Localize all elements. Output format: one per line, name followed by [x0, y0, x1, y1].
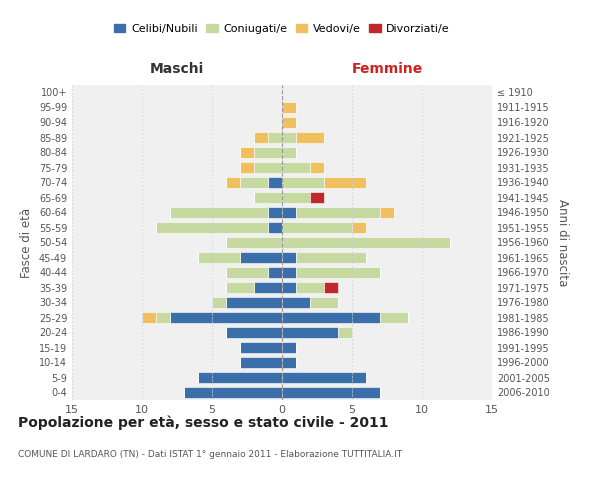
Bar [296, 282, 324, 294]
Bar [282, 296, 310, 308]
Bar [282, 252, 296, 264]
Bar [184, 386, 282, 398]
Bar [254, 282, 282, 294]
Bar [254, 192, 282, 203]
Y-axis label: Fasce di età: Fasce di età [20, 208, 33, 278]
Bar [282, 222, 352, 234]
Bar [310, 296, 338, 308]
Bar [296, 206, 380, 218]
Bar [282, 372, 366, 384]
Bar [282, 132, 296, 143]
Bar [282, 236, 450, 248]
Bar [226, 266, 268, 278]
Bar [156, 312, 170, 324]
Bar [156, 222, 268, 234]
Bar [296, 266, 380, 278]
Bar [352, 222, 366, 234]
Bar [226, 282, 254, 294]
Bar [198, 372, 282, 384]
Bar [240, 162, 254, 173]
Bar [282, 326, 338, 338]
Bar [254, 162, 282, 173]
Bar [268, 222, 282, 234]
Bar [268, 266, 282, 278]
Bar [324, 282, 338, 294]
Bar [198, 252, 240, 264]
Bar [282, 356, 296, 368]
Bar [282, 266, 296, 278]
Text: Femmine: Femmine [352, 62, 422, 76]
Y-axis label: Anni di nascita: Anni di nascita [556, 199, 569, 286]
Bar [380, 312, 408, 324]
Bar [338, 326, 352, 338]
Bar [282, 192, 310, 203]
Bar [310, 192, 324, 203]
Bar [282, 312, 380, 324]
Text: COMUNE DI LARDARO (TN) - Dati ISTAT 1° gennaio 2011 - Elaborazione TUTTITALIA.IT: COMUNE DI LARDARO (TN) - Dati ISTAT 1° g… [18, 450, 402, 459]
Bar [296, 132, 324, 143]
Bar [254, 146, 282, 158]
Text: Popolazione per età, sesso e stato civile - 2011: Popolazione per età, sesso e stato civil… [18, 415, 389, 430]
Bar [170, 206, 268, 218]
Bar [240, 252, 282, 264]
Bar [170, 312, 282, 324]
Bar [254, 132, 268, 143]
Bar [240, 342, 282, 353]
Bar [212, 296, 226, 308]
Bar [310, 162, 324, 173]
Legend: Celibi/Nubili, Coniugati/e, Vedovi/e, Divorziati/e: Celibi/Nubili, Coniugati/e, Vedovi/e, Di… [111, 20, 453, 38]
Bar [226, 176, 240, 188]
Bar [226, 326, 282, 338]
Bar [324, 176, 366, 188]
Bar [282, 206, 296, 218]
Bar [282, 282, 296, 294]
Bar [380, 206, 394, 218]
Bar [142, 312, 156, 324]
Bar [282, 386, 380, 398]
Bar [282, 162, 310, 173]
Bar [240, 176, 268, 188]
Bar [240, 146, 254, 158]
Text: Maschi: Maschi [150, 62, 204, 76]
Bar [282, 102, 296, 114]
Bar [282, 176, 324, 188]
Bar [282, 116, 296, 128]
Bar [226, 236, 282, 248]
Bar [296, 252, 366, 264]
Bar [268, 132, 282, 143]
Bar [268, 206, 282, 218]
Bar [268, 176, 282, 188]
Bar [226, 296, 282, 308]
Bar [240, 356, 282, 368]
Bar [282, 146, 296, 158]
Bar [282, 342, 296, 353]
